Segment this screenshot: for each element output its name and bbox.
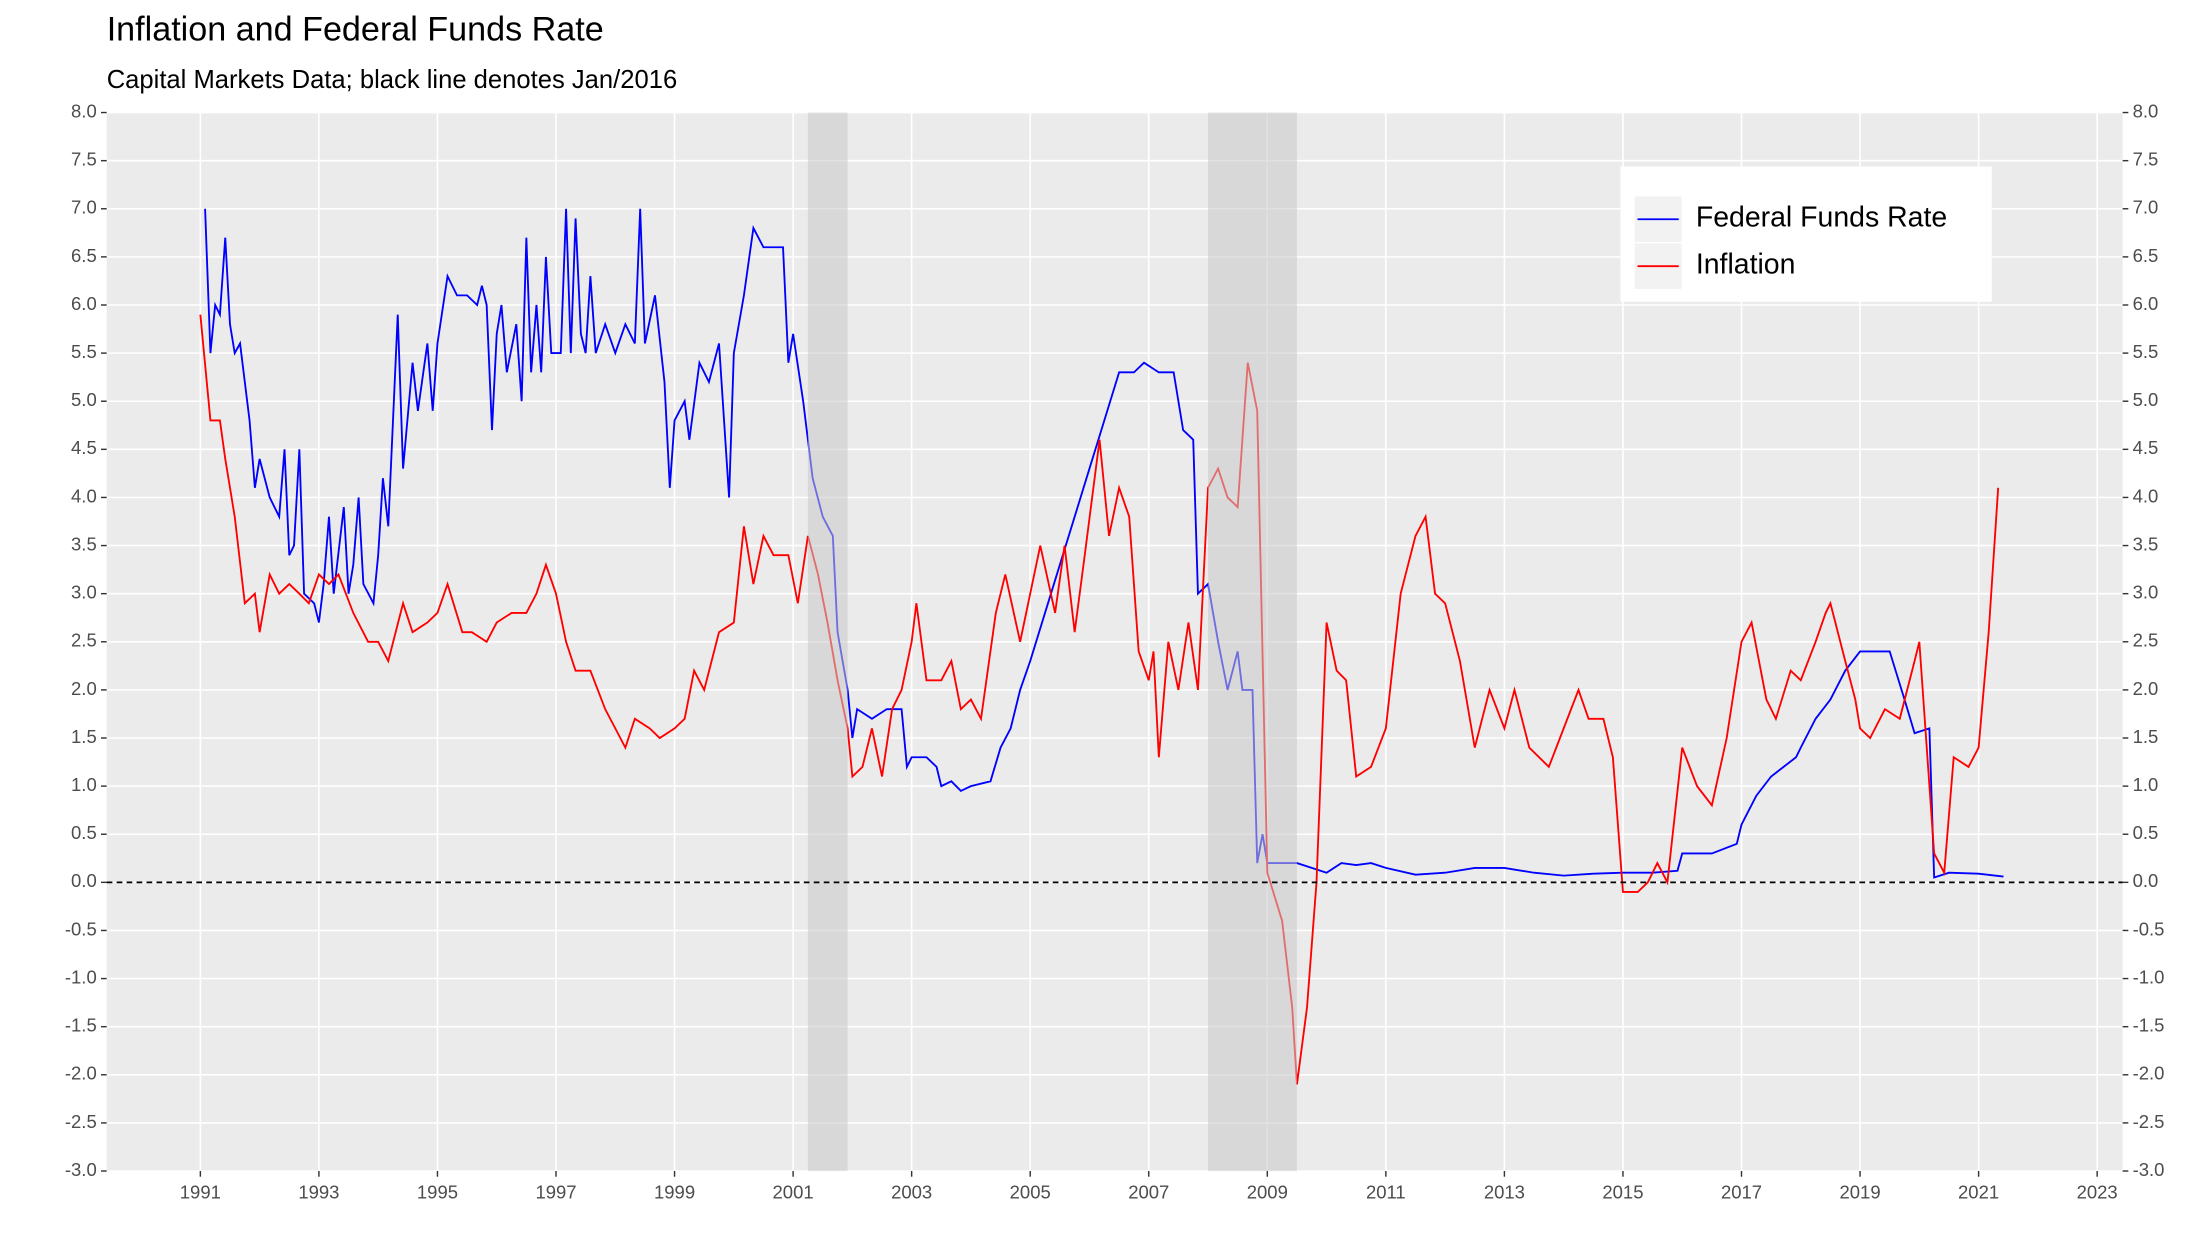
y-tick-label: 8.0 <box>71 100 97 121</box>
y-tick-label: -0.5 <box>65 918 97 939</box>
y2-tick-label: 4.0 <box>2133 485 2159 506</box>
x-tick-label: 2021 <box>1958 1182 1999 1203</box>
y-tick-label: 0.0 <box>71 870 97 891</box>
x-tick-label: 2017 <box>1721 1182 1762 1203</box>
y-tick-label: 1.0 <box>71 774 97 795</box>
y-tick-label: 7.0 <box>71 197 97 218</box>
x-tick-label: 2007 <box>1128 1182 1169 1203</box>
y-tick-label: 4.5 <box>71 437 97 458</box>
y2-tick-label: 0.0 <box>2133 870 2159 891</box>
y-tick-label: 2.0 <box>71 678 97 699</box>
x-tick-label: 2023 <box>2077 1182 2118 1203</box>
legend-label: Federal Funds Rate <box>1696 202 1947 234</box>
y-tick-label: 5.0 <box>71 389 97 410</box>
y2-tick-label: -2.0 <box>2133 1063 2165 1084</box>
y-tick-label: 7.5 <box>71 149 97 170</box>
recession-shade <box>1208 112 1297 1172</box>
y-tick-label: -1.5 <box>65 1015 97 1036</box>
x-tick-label: 1995 <box>417 1182 458 1203</box>
y-tick-label: 4.0 <box>71 485 97 506</box>
y2-tick-label: 8.0 <box>2133 100 2159 121</box>
y-tick-label: -2.5 <box>65 1111 97 1132</box>
y2-tick-label: -1.0 <box>2133 966 2165 987</box>
series-line <box>204 208 2004 879</box>
x-tick-label: 1993 <box>298 1182 339 1203</box>
y-tick-label: -1.0 <box>65 966 97 987</box>
series-line <box>199 314 2000 1085</box>
y2-tick-label: 2.0 <box>2133 678 2159 699</box>
x-tick-label: 1999 <box>654 1182 695 1203</box>
chart-subtitle: Capital Markets Data; black line denotes… <box>107 66 678 94</box>
chart-title: Inflation and Federal Funds Rate <box>107 10 604 48</box>
y2-tick-label: 7.5 <box>2133 149 2159 170</box>
x-tick-label: 2019 <box>1839 1182 1880 1203</box>
y2-tick-label: 6.0 <box>2133 293 2159 314</box>
legend-label: Inflation <box>1696 249 1796 281</box>
y-tick-label: 1.5 <box>71 726 97 747</box>
y2-tick-label: 0.5 <box>2133 822 2159 843</box>
y2-tick-label: 3.5 <box>2133 533 2159 554</box>
x-tick-label: 2003 <box>891 1182 932 1203</box>
x-tick-label: 2001 <box>773 1182 814 1203</box>
legend: Federal Funds Rate Inflation <box>1620 166 1992 302</box>
x-tick-label: 2005 <box>1010 1182 1051 1203</box>
y2-tick-label: 7.0 <box>2133 197 2159 218</box>
y2-tick-label: 2.5 <box>2133 630 2159 651</box>
y2-tick-label: 1.5 <box>2133 726 2159 747</box>
x-tick-label: 2015 <box>1602 1182 1643 1203</box>
y2-tick-label: -3.0 <box>2133 1159 2165 1180</box>
y-tick-label: 2.5 <box>71 630 97 651</box>
y2-tick-label: 4.5 <box>2133 437 2159 458</box>
x-tick-label: 1991 <box>180 1182 221 1203</box>
y-tick-label: 0.5 <box>71 822 97 843</box>
y2-tick-label: 5.0 <box>2133 389 2159 410</box>
y2-tick-label: -1.5 <box>2133 1015 2165 1036</box>
y-tick-label: 6.0 <box>71 293 97 314</box>
x-tick-label: 1997 <box>535 1182 576 1203</box>
y2-tick-label: 6.5 <box>2133 245 2159 266</box>
y-tick-label: 5.5 <box>71 341 97 362</box>
legend-box <box>1620 166 1992 302</box>
y-tick-label: 3.5 <box>71 533 97 554</box>
x-tick-label: 2013 <box>1484 1182 1525 1203</box>
y-tick-label: 6.5 <box>71 245 97 266</box>
y2-tick-label: -0.5 <box>2133 918 2165 939</box>
x-tick-label: 2009 <box>1247 1182 1288 1203</box>
y-tick-label: 3.0 <box>71 582 97 603</box>
y-tick-label: -3.0 <box>65 1159 97 1180</box>
y2-tick-label: 3.0 <box>2133 582 2159 603</box>
y-tick-label: -2.0 <box>65 1063 97 1084</box>
x-tick-label: 2011 <box>1366 1182 1406 1203</box>
y2-tick-label: 5.5 <box>2133 341 2159 362</box>
recession-shade <box>807 112 848 1172</box>
y2-tick-label: -2.5 <box>2133 1111 2165 1132</box>
y2-tick-label: 1.0 <box>2133 774 2159 795</box>
